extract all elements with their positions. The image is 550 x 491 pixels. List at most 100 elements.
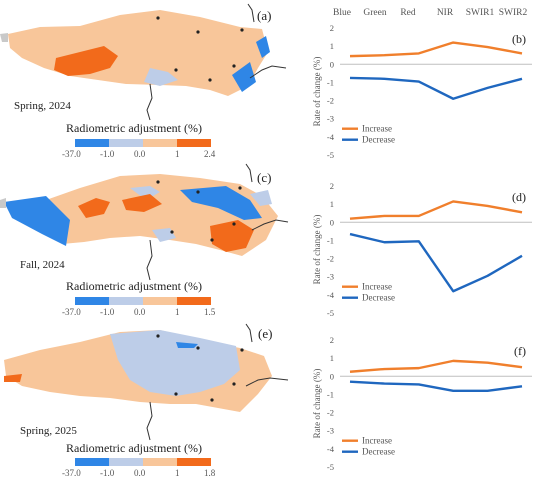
scale-swatch-strong-negative bbox=[75, 139, 109, 147]
panel-letter: (f) bbox=[514, 344, 526, 358]
scale-swatch-strong-negative bbox=[75, 458, 109, 466]
scale-tick: 2.4 bbox=[204, 149, 216, 159]
scale-swatch-strong-positive bbox=[177, 297, 211, 305]
line-chart-svg: 2 1 0 -1 -2 -3 -4 -5 Rate of change (%) (d) Increa… bbox=[312, 181, 532, 318]
scale-tick: 1 bbox=[175, 468, 180, 478]
y-tick-label: -4 bbox=[327, 132, 335, 142]
map-negative-region bbox=[110, 330, 240, 396]
y-tick-label: -1 bbox=[327, 389, 334, 399]
scale-swatch-negative bbox=[109, 139, 143, 147]
series-line-decrease bbox=[349, 380, 523, 392]
scale-title: Radiometric adjustment (%) bbox=[66, 121, 202, 135]
map-site-marker bbox=[210, 398, 214, 402]
band-header-label: Red bbox=[400, 8, 416, 18]
scale-tick: 0.0 bbox=[134, 468, 146, 478]
y-tick-label: 0 bbox=[330, 59, 334, 69]
scale-tick: -1.0 bbox=[100, 149, 115, 159]
panel-letter: (b) bbox=[512, 32, 526, 46]
map-strong-negative-region-east bbox=[180, 186, 262, 220]
y-tick-label: 2 bbox=[330, 181, 334, 191]
y-tick-label: -4 bbox=[327, 444, 335, 454]
season-label: Spring, 2024 bbox=[14, 100, 71, 112]
map-river-north bbox=[247, 3, 255, 23]
map-river-east bbox=[249, 65, 287, 79]
y-tick-label: 1 bbox=[330, 353, 334, 363]
y-axis-label: Rate of change (%) bbox=[312, 215, 322, 285]
color-scale bbox=[75, 458, 211, 466]
y-axis-label: Rate of change (%) bbox=[312, 57, 322, 127]
line-chart-svg: 2 1 0 -1 -2 -3 -4 -5 Rate of change (%) (b) Increa… bbox=[312, 23, 532, 160]
map-strong-positive-region bbox=[78, 198, 110, 218]
map-panel-e: (e) Spring, 2025 Radiometric adjustment … bbox=[0, 320, 290, 479]
map-strong-negative-region bbox=[176, 342, 198, 348]
band-header-label: Blue bbox=[333, 8, 351, 18]
panel-letter: (e) bbox=[258, 326, 272, 341]
map-river-east bbox=[251, 219, 289, 231]
line-chart-svg: 2 1 0 -1 -2 -3 -4 -5 Rate of change (%) (f) Increa… bbox=[312, 335, 532, 472]
y-axis-label: Rate of change (%) bbox=[312, 369, 322, 439]
season-label: Fall, 2024 bbox=[20, 259, 65, 271]
scale-tick: -37.0 bbox=[62, 149, 81, 159]
map-negative-region bbox=[144, 68, 178, 86]
map-site-marker bbox=[174, 392, 178, 396]
scale-swatch-strong-negative bbox=[75, 297, 109, 305]
map-river bbox=[146, 239, 153, 281]
color-scale bbox=[75, 139, 211, 147]
panel-letter: (a) bbox=[257, 8, 271, 23]
legend-label: Decrease bbox=[362, 293, 395, 303]
scale-swatch-negative bbox=[109, 297, 143, 305]
y-tick-label: -2 bbox=[327, 254, 334, 264]
scale-tick: 0.0 bbox=[134, 307, 146, 317]
map-site-marker bbox=[232, 222, 236, 226]
band-header-label: NIR bbox=[437, 8, 454, 18]
y-tick-label: -3 bbox=[327, 426, 334, 436]
y-tick-label: 1 bbox=[330, 199, 334, 209]
map-site-marker bbox=[208, 78, 212, 82]
map-site-marker bbox=[232, 64, 236, 68]
scale-swatch-strong-positive bbox=[177, 139, 211, 147]
map-negative-region-north bbox=[130, 186, 160, 200]
y-tick-label: 2 bbox=[330, 23, 334, 33]
scale-tick: 1 bbox=[175, 307, 180, 317]
y-tick-label: -3 bbox=[327, 272, 334, 282]
y-tick-label: -5 bbox=[327, 150, 334, 160]
map-strong-negative-region bbox=[4, 196, 70, 246]
map-strong-positive-region bbox=[54, 46, 118, 76]
map-outside-area bbox=[0, 198, 6, 208]
band-header-label: Green bbox=[363, 8, 386, 18]
y-tick-label: 0 bbox=[330, 217, 334, 227]
scale-tick: 1.8 bbox=[204, 468, 216, 478]
map-site-marker bbox=[240, 28, 244, 32]
panel-letter: (c) bbox=[257, 170, 271, 185]
map-negative-region-center bbox=[152, 228, 176, 242]
y-tick-label: -3 bbox=[327, 114, 334, 124]
map-landmass bbox=[0, 163, 289, 281]
scale-swatch-strong-positive bbox=[177, 458, 211, 466]
map-figure: (a) Spring, 2024 Radiometric adjustment … bbox=[0, 3, 287, 159]
y-tick-label: 2 bbox=[330, 335, 334, 345]
map-figure: (c) Fall, 2024 Radiometric adjustment (%… bbox=[0, 163, 289, 317]
map-river-north bbox=[245, 163, 253, 183]
map-site-marker bbox=[156, 334, 160, 338]
map-strong-positive-region-se bbox=[210, 220, 254, 252]
y-tick-label: -2 bbox=[327, 96, 334, 106]
scale-tick: 1.5 bbox=[204, 307, 216, 317]
legend-label: Increase bbox=[362, 436, 392, 446]
legend-label: Decrease bbox=[362, 447, 395, 457]
scale-title: Radiometric adjustment (%) bbox=[66, 279, 202, 293]
line-chart-b: 2 1 0 -1 -2 -3 -4 -5 Rate of change (%) (b) Increa… bbox=[295, 20, 550, 179]
color-scale bbox=[75, 297, 211, 305]
map-site-marker bbox=[156, 180, 160, 184]
scale-tick: -1.0 bbox=[100, 307, 115, 317]
scale-tick: -1.0 bbox=[100, 468, 115, 478]
map-site-marker bbox=[170, 230, 174, 234]
map-strong-negative-region-ne bbox=[256, 36, 270, 58]
y-tick-label: -5 bbox=[327, 308, 334, 318]
map-site-marker bbox=[210, 238, 214, 242]
map-land-base bbox=[8, 10, 268, 96]
scale-tick: -37.0 bbox=[62, 468, 81, 478]
season-label: Spring, 2025 bbox=[20, 425, 77, 437]
map-site-marker bbox=[196, 346, 200, 350]
series-line-decrease bbox=[349, 232, 523, 293]
map-landmass bbox=[0, 3, 287, 121]
